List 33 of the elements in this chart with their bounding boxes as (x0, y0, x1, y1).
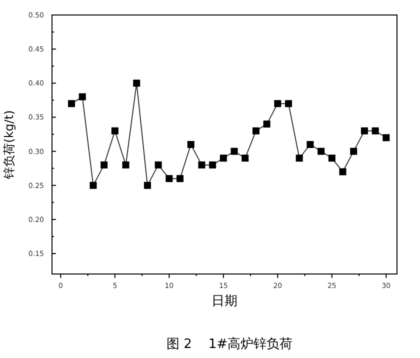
y-axis-title: 锌负荷(kg/t) (2, 110, 16, 180)
point (111, 127, 118, 134)
x-axis-title: 日期 (212, 294, 238, 309)
point (263, 120, 270, 128)
point (100, 161, 108, 168)
point (382, 134, 390, 142)
point (176, 175, 184, 182)
point (122, 161, 130, 168)
point (198, 161, 206, 168)
point (372, 127, 379, 134)
point (144, 182, 151, 189)
point (133, 80, 140, 87)
point (339, 168, 346, 176)
point (328, 154, 336, 162)
point (220, 154, 227, 162)
point (242, 154, 249, 162)
point (285, 100, 292, 108)
caption: 图 2 1#高炉锌负荷 (166, 336, 293, 352)
point (318, 148, 325, 155)
point (154, 161, 162, 168)
point (230, 148, 238, 155)
point (90, 182, 97, 189)
point (252, 127, 260, 134)
point (68, 100, 76, 108)
point (296, 154, 303, 162)
point (166, 175, 173, 182)
point (274, 100, 282, 108)
point (209, 161, 216, 168)
point (360, 127, 368, 134)
point (187, 141, 194, 148)
point (78, 93, 86, 100)
point (306, 141, 314, 148)
point (350, 148, 358, 155)
